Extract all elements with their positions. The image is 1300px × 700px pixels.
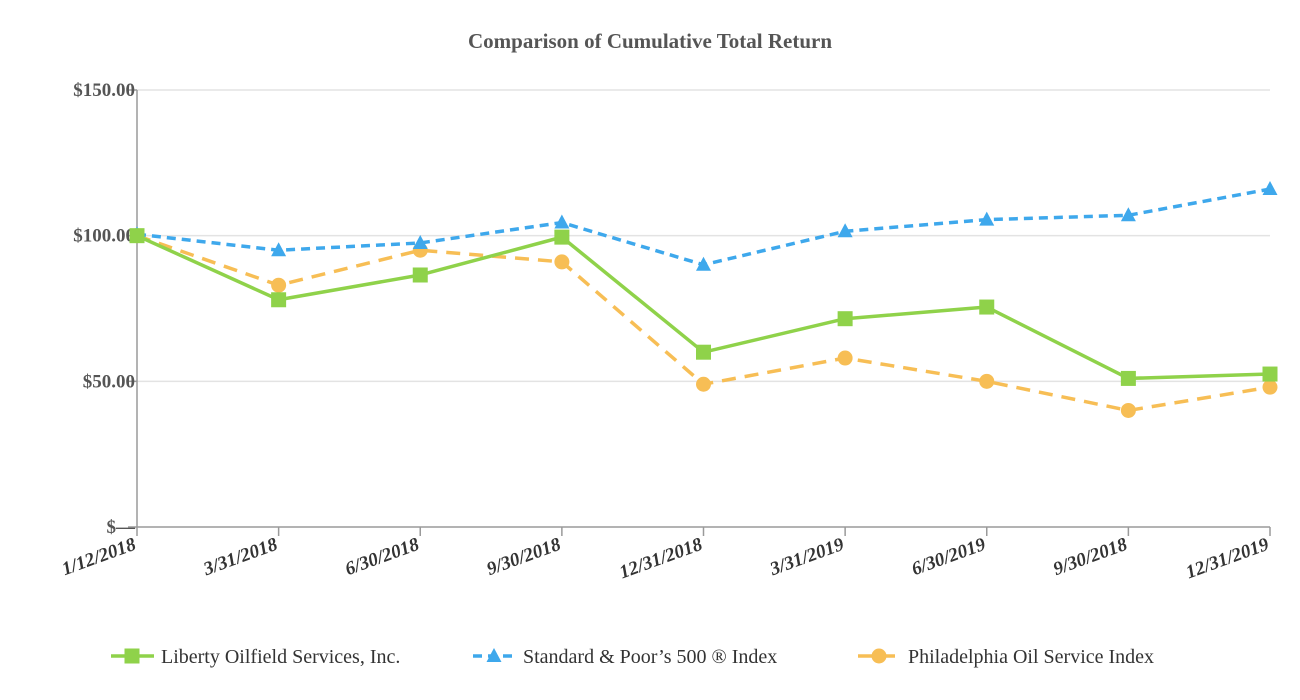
philadelphia-oil-service-index-point: [1262, 379, 1278, 395]
philadelphia-oil-service-index-point: [271, 277, 287, 293]
standard-poor-s-500-index-point: [696, 256, 711, 271]
liberty-oilfield-services-inc-point: [554, 229, 570, 245]
standard-poor-s-500-index-line: [136, 187, 1271, 267]
x-tick-label: 3/31/2019: [766, 534, 847, 581]
legend-marker: [124, 648, 140, 664]
standard-poor-s-500-index-point: [837, 223, 853, 238]
philadelphia-oil-service-index-point: [554, 254, 570, 270]
x-tick-label: 3/31/2018: [200, 534, 281, 581]
chart-title: Comparison of Cumulative Total Return: [468, 29, 832, 53]
standard-poor-s-500-index-point: [554, 214, 570, 229]
standard-poor-s-500-index-point: [979, 211, 995, 226]
x-tick-label: 6/30/2018: [342, 534, 422, 580]
standard-poor-s-500-index-point: [412, 234, 428, 249]
x-tick-label: 12/31/2018: [617, 534, 706, 584]
legend-marker: [486, 648, 502, 662]
x-tick-label: 1/12/2018: [59, 534, 139, 580]
grid-lines: [137, 89, 1270, 383]
x-tick-label: 9/30/2018: [484, 534, 564, 580]
y-tick-label: $150.00: [73, 80, 135, 101]
legend-label: Philadelphia Oil Service Index: [908, 646, 1154, 668]
x-tick-label: 12/31/2019: [1183, 534, 1272, 584]
y-tick-label: $50.00: [83, 371, 135, 392]
x-tick-label: 9/30/2018: [1050, 534, 1130, 580]
legend-item-liberty-oilfield-services-inc: Liberty Oilfield Services, Inc.: [111, 646, 400, 668]
standard-poor-s-500-index-point: [1120, 207, 1136, 222]
philadelphia-oil-service-index-point: [696, 376, 711, 392]
liberty-oilfield-services-inc-point: [696, 344, 711, 360]
liberty-oilfield-services-inc-point: [129, 228, 145, 244]
liberty-oilfield-services-inc-point: [837, 311, 853, 327]
y-tick-label: $—: [107, 517, 137, 538]
x-tick-label: 6/30/2019: [909, 534, 989, 580]
liberty-oilfield-services-inc-point: [412, 267, 428, 283]
legend-label: Liberty Oilfield Services, Inc.: [161, 646, 400, 668]
y-tick-label: $100.00: [73, 226, 135, 247]
philadelphia-oil-service-index-point: [1120, 402, 1136, 418]
liberty-oilfield-services-inc-point: [979, 299, 995, 315]
legend-item-standard-poor-s-500-index: Standard & Poor’s 500 ® Index: [473, 646, 777, 668]
standard-poor-s-500-index-point: [271, 242, 287, 257]
philadelphia-oil-service-index-point: [837, 350, 853, 366]
standard-poor-s-500-index-point: [1262, 181, 1278, 196]
axes: $— $50.00 $100.00 $150.00 1/12/2018 3/31/2018…: [59, 80, 1272, 583]
legend: Liberty Oilfield Services, Inc. Standard …: [111, 646, 1154, 668]
legend-label: Standard & Poor’s 500 ® Index: [523, 646, 777, 668]
legend-item-philadelphia-oil-service-index: Philadelphia Oil Service Index: [858, 646, 1154, 668]
legend-marker: [871, 648, 887, 664]
philadelphia-oil-service-index-point: [979, 373, 995, 389]
liberty-oilfield-services-inc-point: [1262, 366, 1278, 382]
liberty-oilfield-services-inc-point: [1120, 370, 1136, 386]
liberty-oilfield-services-inc-point: [271, 292, 287, 308]
data-points: [129, 181, 1278, 418]
